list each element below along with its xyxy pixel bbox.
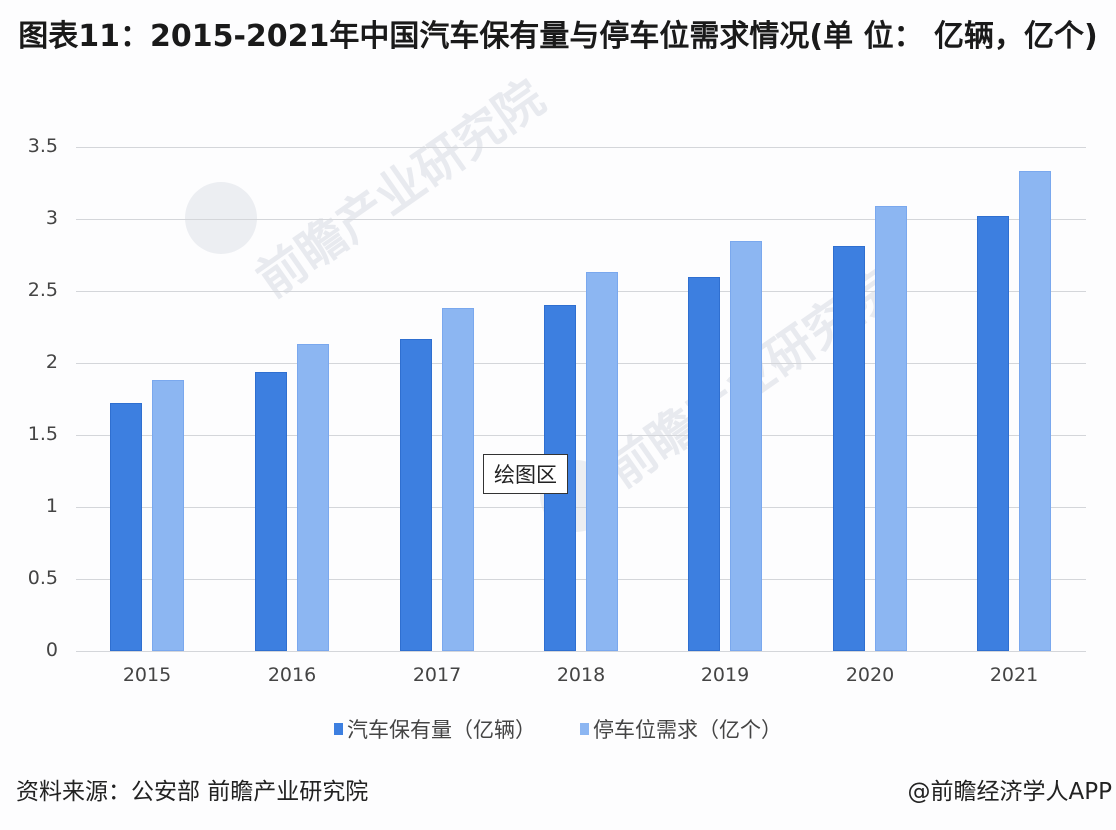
gridline — [76, 219, 1086, 220]
legend-swatch-icon — [334, 723, 343, 735]
bar-parking-demand-2020[interactable] — [875, 206, 907, 651]
x-axis-tick-label: 2016 — [267, 664, 317, 686]
legend-item-car-ownership[interactable]: 汽车保有量（亿辆） — [334, 714, 536, 744]
bar-car-ownership-2019[interactable] — [688, 276, 720, 651]
gridline — [76, 363, 1086, 364]
source-note: 资料来源：公安部 前瞻产业研究院 — [16, 779, 369, 805]
gridline — [76, 435, 1086, 436]
y-axis-tick-label: 0.5 — [27, 567, 58, 589]
x-axis-tick-label: 2021 — [989, 664, 1039, 686]
gridline — [76, 147, 1086, 148]
bar-car-ownership-2021[interactable] — [977, 216, 1009, 651]
bar-parking-demand-2017[interactable] — [442, 308, 474, 651]
legend-label: 停车位需求（亿个） — [593, 718, 782, 742]
legend-label: 汽车保有量（亿辆） — [347, 718, 536, 742]
bar-parking-demand-2021[interactable] — [1019, 171, 1051, 651]
gridline — [76, 291, 1086, 292]
gridline — [76, 651, 1086, 652]
bar-car-ownership-2016[interactable] — [255, 371, 287, 651]
y-axis-tick-label: 0 — [45, 639, 58, 661]
gridline — [76, 507, 1086, 508]
chart-title: 图表11：2015-2021年中国汽车保有量与停车位需求情况(单 位： 亿辆，亿… — [18, 19, 1098, 54]
x-axis-tick-label: 2020 — [845, 664, 895, 686]
x-axis-tick-label: 2017 — [412, 664, 462, 686]
plot-area-tooltip: 绘图区 — [483, 454, 568, 494]
y-axis-tick-label: 2 — [45, 351, 58, 373]
bar-parking-demand-2016[interactable] — [297, 344, 329, 651]
watermark-text: 前瞻产业研究院 — [247, 69, 555, 309]
bar-parking-demand-2019[interactable] — [730, 240, 762, 651]
legend-swatch-icon — [580, 723, 589, 735]
y-axis-tick-label: 1 — [45, 495, 58, 517]
bar-car-ownership-2015[interactable] — [110, 403, 142, 651]
bar-parking-demand-2018[interactable] — [586, 272, 618, 651]
y-axis-tick-label: 3 — [45, 207, 58, 229]
y-axis-tick-label: 1.5 — [27, 423, 58, 445]
x-axis-tick-label: 2018 — [556, 664, 606, 686]
bar-parking-demand-2015[interactable] — [152, 380, 184, 651]
y-axis-tick-label: 2.5 — [27, 279, 58, 301]
bar-car-ownership-2020[interactable] — [833, 246, 865, 651]
bar-car-ownership-2017[interactable] — [400, 338, 432, 651]
x-axis-tick-label: 2015 — [122, 664, 172, 686]
y-axis-tick-label: 3.5 — [27, 135, 58, 157]
watermark-logo-icon — [185, 182, 257, 254]
x-axis-tick-label: 2019 — [700, 664, 750, 686]
gridline — [76, 579, 1086, 580]
legend: 汽车保有量（亿辆） 停车位需求（亿个） — [0, 714, 1116, 744]
credit-note: @前瞻经济学人APP — [907, 779, 1112, 805]
legend-item-parking-demand[interactable]: 停车位需求（亿个） — [580, 714, 782, 744]
